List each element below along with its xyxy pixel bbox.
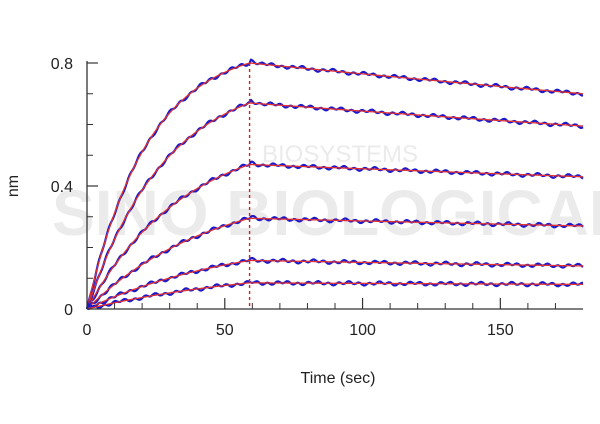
plot-area: [85, 58, 584, 310]
watermark: BIOSYSTEMS SINO BIOLOGICAL: [52, 141, 600, 249]
y-tick-label: 0.8: [51, 56, 73, 73]
fit-curve-2: [86, 102, 584, 310]
fit-curve-5: [86, 259, 584, 310]
x-axis-label: Time (sec): [301, 370, 376, 387]
fit-curve-1: [86, 62, 584, 310]
y-tick-label: 0: [64, 302, 73, 319]
x-tick-label: 150: [487, 322, 514, 339]
fit-curve-4: [86, 217, 584, 310]
x-tick-label: 50: [216, 322, 234, 339]
watermark-text: SINO BIOLOGICAL: [52, 177, 600, 249]
x-tick-label: 100: [349, 322, 376, 339]
axes: 0 50 100 150 0 0.4 0.8: [51, 56, 583, 339]
y-axis-label: nm: [5, 175, 22, 197]
y-tick-label: 0.4: [51, 179, 73, 196]
fit-curve-6: [86, 282, 584, 310]
watermark-subtext: BIOSYSTEMS: [262, 141, 418, 168]
x-tick-label: 0: [83, 322, 92, 339]
fit-curve-3: [86, 163, 584, 310]
